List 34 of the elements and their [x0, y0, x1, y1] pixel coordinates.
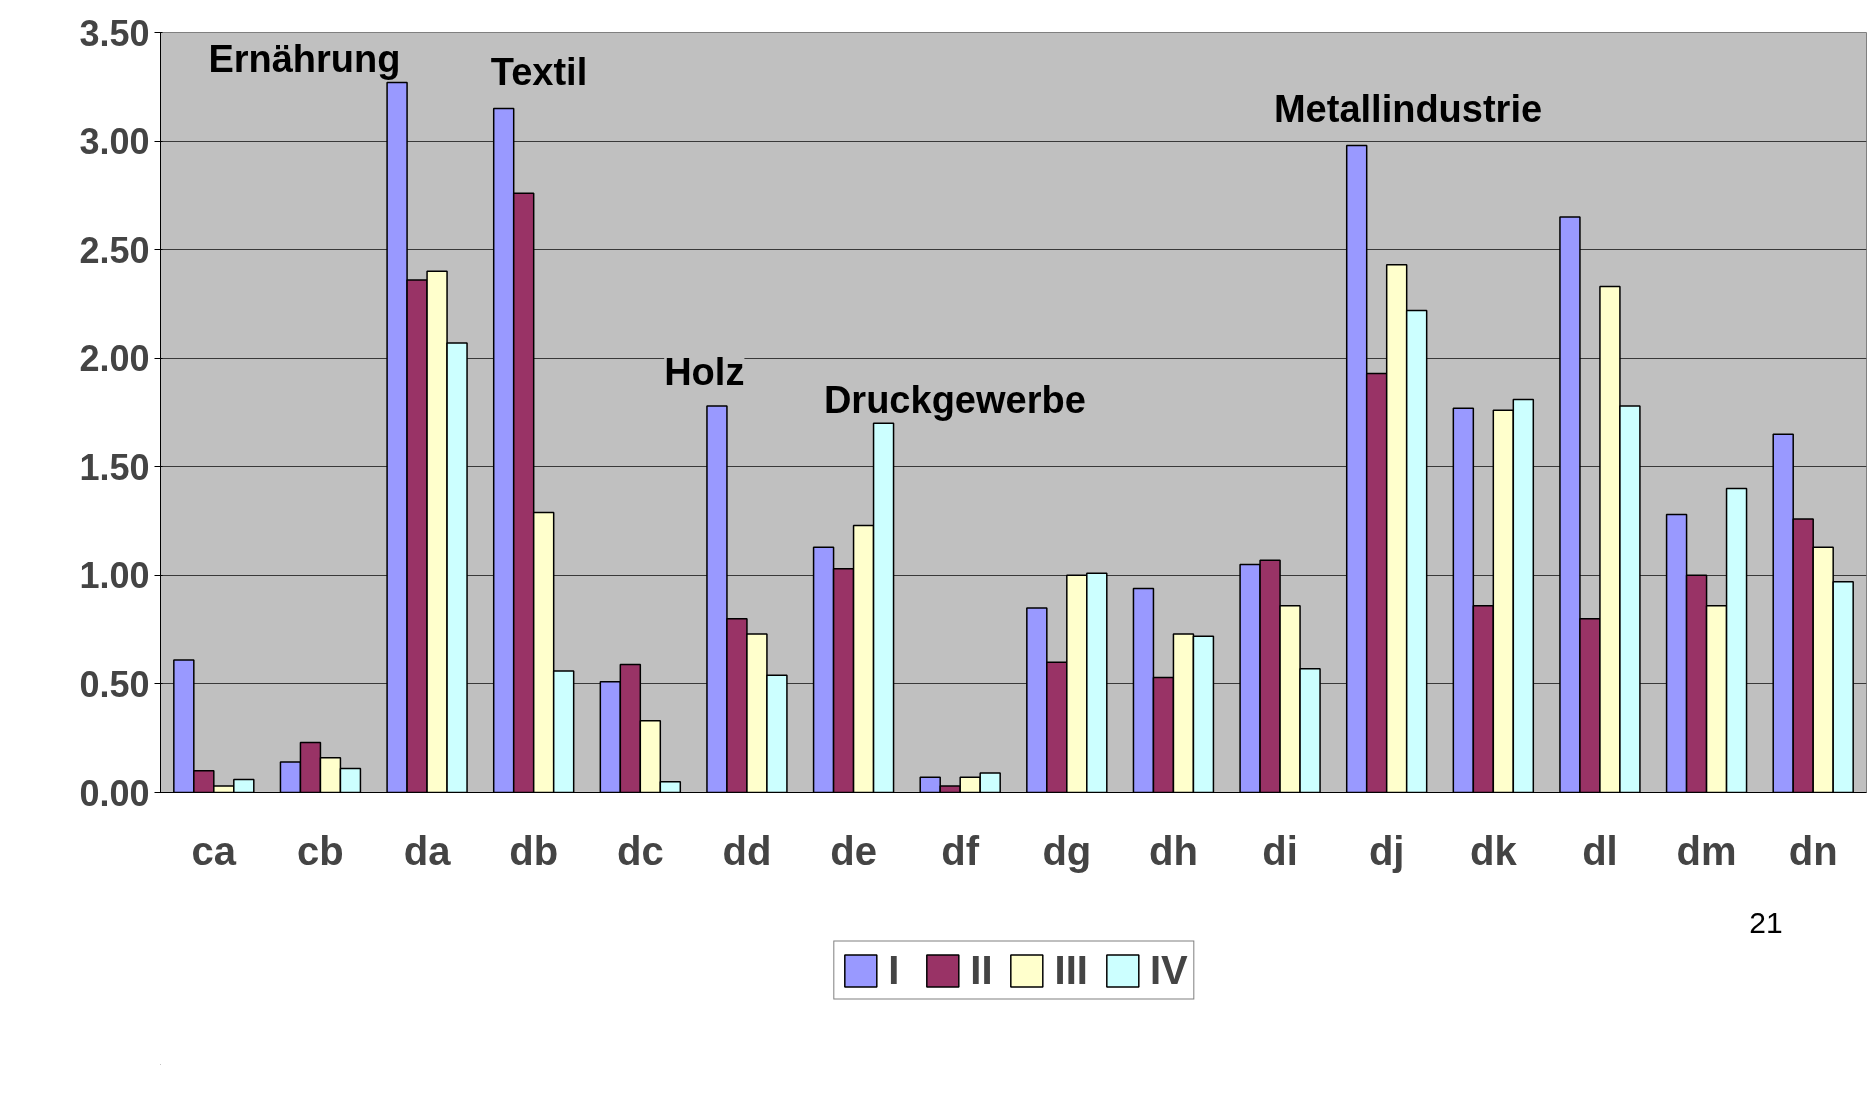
- legend-label: I: [888, 947, 901, 993]
- x-tick-label: dn: [1788, 828, 1838, 873]
- y-tick-label: 3.50: [79, 12, 150, 54]
- y-tick-label: 2.00: [79, 338, 150, 380]
- y-tick-label: 0.50: [79, 663, 150, 705]
- x-tick-label: dm: [1676, 828, 1737, 873]
- x-tick-label: dk: [1469, 828, 1518, 873]
- x-tick-label: da: [403, 828, 452, 873]
- annotation: Ernährung: [208, 38, 401, 81]
- x-tick-label: ca: [191, 828, 237, 873]
- x-tick-label: dj: [1368, 828, 1405, 873]
- legend-label: III: [1054, 947, 1088, 993]
- x-tick-label: dh: [1149, 828, 1198, 873]
- annotation: Textil: [490, 51, 588, 94]
- annotation: Druckgewerbe: [823, 379, 1086, 422]
- y-tick-label: 2.50: [79, 229, 150, 271]
- y-tick-label: 1.50: [79, 446, 150, 488]
- y-tick-label: 3.00: [79, 121, 150, 163]
- x-tick-label: db: [509, 828, 559, 873]
- x-tick-label: dc: [616, 828, 664, 873]
- x-tick-label: dl: [1582, 828, 1618, 873]
- x-tick-label: dg: [1042, 828, 1092, 873]
- y-tick-label: 1.00: [79, 555, 150, 597]
- x-tick-label: de: [830, 828, 877, 873]
- legend-label: IV: [1149, 947, 1188, 993]
- text: 21: [1749, 906, 1783, 939]
- x-tick-label: df: [941, 828, 980, 873]
- x-tick-label: dd: [722, 828, 772, 873]
- annotation: Metallindustrie: [1273, 88, 1543, 131]
- x-tick-label: di: [1262, 828, 1298, 873]
- x-tick-label: cb: [297, 828, 344, 873]
- annotation: Holz: [664, 350, 745, 393]
- y-tick-label: 0.00: [79, 772, 150, 814]
- legend-label: II: [970, 947, 993, 993]
